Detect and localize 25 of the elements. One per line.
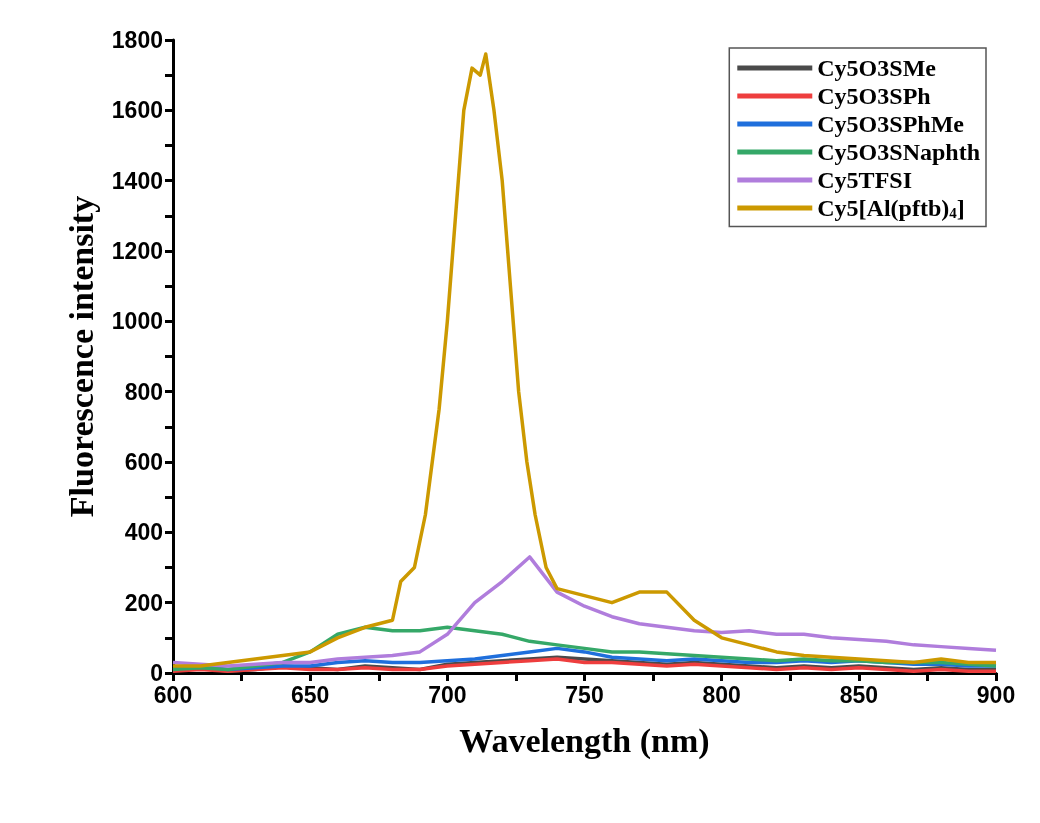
- line-series: [171, 555, 998, 668]
- legend-label: Cy5[Al(pftb)4]: [817, 195, 965, 221]
- line-series: [171, 52, 998, 668]
- x-tick-label: 750: [565, 681, 604, 708]
- y-tick-label: 400: [124, 519, 163, 546]
- x-tick-label: 850: [839, 681, 879, 708]
- y-tick-label: 1600: [111, 97, 163, 124]
- y-tick-label: 1200: [111, 238, 163, 264]
- x-tick-label: 700: [428, 681, 467, 708]
- x-tick-label: 650: [290, 681, 330, 708]
- x-tick-label: 900: [976, 681, 1016, 708]
- y-tick-label: 600: [124, 449, 163, 475]
- legend-label: Cy5O3SMe: [817, 55, 937, 81]
- y-axis-title: Fluorescence intensity: [62, 195, 100, 518]
- y-tick-label: 1800: [111, 27, 163, 53]
- y-tick-label: 800: [124, 378, 163, 405]
- y-tick-label: 1400: [111, 167, 163, 194]
- legend-label: Cy5TFSI: [817, 167, 912, 193]
- legend-label: Cy5O3SPh: [817, 83, 931, 109]
- legend-label: Cy5O3SPhMe: [817, 111, 965, 137]
- x-tick-label: 800: [702, 681, 741, 708]
- x-axis-title: Wavelength (nm): [459, 721, 710, 760]
- y-tick-label: 1000: [111, 308, 163, 335]
- y-tick-label: 200: [124, 589, 163, 616]
- legend-label: Cy5O3SNaphth: [817, 139, 980, 165]
